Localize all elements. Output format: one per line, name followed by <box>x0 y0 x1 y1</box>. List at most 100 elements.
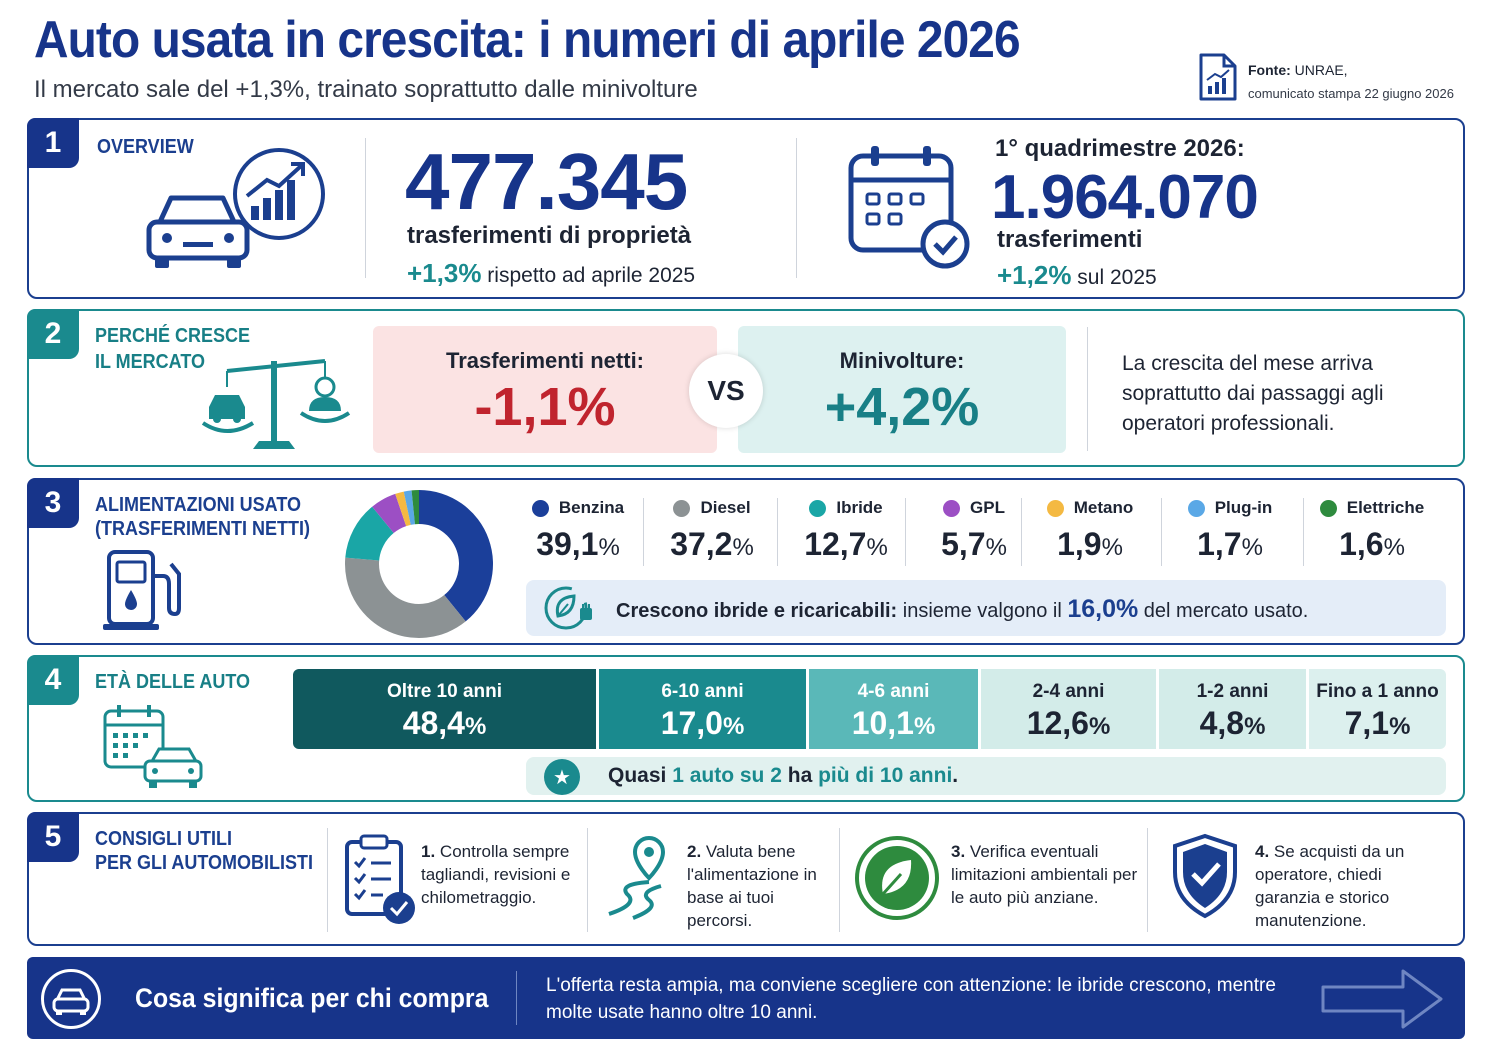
hybrid-note-value: 16,0% <box>1067 595 1139 623</box>
legend-dot <box>1319 499 1337 517</box>
fuel-name: Metano <box>1073 498 1134 517</box>
car-circle-icon <box>41 969 101 1029</box>
page-title: Auto usata in crescita: i numeri di apri… <box>34 11 1021 69</box>
quarter-delta: +1,2% <box>997 260 1072 290</box>
tip-4: 4. Se acquisti da un operatore, chiedi g… <box>1255 842 1405 930</box>
footer-text: L'offerta resta ampia, ma conviene scegl… <box>546 975 1276 1023</box>
age-segment-unit: % <box>1088 713 1111 740</box>
age-segment-value: 48,4 <box>402 705 465 741</box>
monthly-transfers-label: trasferimenti di proprietà <box>407 222 692 249</box>
minivolture-value: +4,2% <box>824 377 980 437</box>
age-segment: 6-10 anni 17,0% <box>599 669 806 749</box>
vs-badge: VS <box>689 354 763 428</box>
fuel-value: 37,2 <box>670 526 733 562</box>
section-number: 2 <box>27 309 79 359</box>
age-note-hl2: più di 10 anni <box>818 764 953 787</box>
quarter-delta-text: sul 2025 <box>1077 266 1157 289</box>
overview-panel: 1 OVERVIEW 477.345 trasferimenti di prop… <box>27 118 1465 299</box>
fuel-name: Benzina <box>558 498 625 517</box>
footer-title: Cosa significa per chi compra <box>135 983 489 1013</box>
fuel-name: Plug-in <box>1214 498 1273 517</box>
fuel-title-line2: (TRASFERIMENTI NETTI) <box>95 518 310 540</box>
fuel-name: GPL <box>970 498 1005 517</box>
age-note-post: . <box>952 764 959 787</box>
fuel-name: Ibride <box>836 498 883 517</box>
age-segment-value: 12,6 <box>1026 705 1089 741</box>
age-segment: 4-6 anni 10,1% <box>809 669 978 749</box>
route-pin-icon <box>608 835 666 920</box>
growth-title-line2: IL MERCATO <box>95 351 206 373</box>
fuel-item-metano: Metano 1,9% <box>1025 498 1155 563</box>
quarter-title: 1° quadrimestre 2026: <box>995 135 1245 162</box>
legend-dot <box>1187 499 1205 517</box>
leaf-plug-icon <box>544 586 592 630</box>
balance-scale-icon <box>201 359 351 449</box>
checklist-icon <box>345 834 415 924</box>
age-note-pre: Quasi <box>608 764 667 787</box>
donut-slice-plug-in <box>403 490 415 525</box>
net-transfers-value: -1,1% <box>474 377 616 437</box>
age-note: ★ Quasi 1 auto su 2 ha più di 10 anni. <box>526 757 1446 795</box>
tips-title-line1: CONSIGLI UTILI <box>95 828 232 850</box>
fuel-unit: % <box>1101 534 1123 561</box>
growth-panel: 2 PERCHÉ CRESCE IL MERCATO Trasferimenti… <box>27 309 1465 467</box>
age-segment-unit: % <box>722 713 745 740</box>
car-growth-icon <box>146 148 325 268</box>
arrow-right-icon <box>1321 969 1443 1029</box>
fuel-value: 12,7 <box>804 526 867 562</box>
section-number: 4 <box>27 655 79 705</box>
hybrid-note-post: del mercato usato. <box>1143 600 1309 622</box>
age-segment-unit: % <box>464 713 487 740</box>
age-segment-unit: % <box>1389 713 1411 740</box>
age-segment-value: 4,8 <box>1199 705 1245 741</box>
age-panel: 4 ETÀ DELLE AUTO Oltre 10 anni 48,4% 6-10 … <box>27 655 1465 802</box>
legend-dot <box>809 499 827 517</box>
source-detail: comunicato stampa 22 giugno 2026 <box>1248 86 1454 101</box>
age-segment-label: 2-4 anni <box>1032 681 1105 702</box>
page-subtitle: Il mercato sale del +1,3%, trainato sopr… <box>34 76 698 103</box>
fuel-unit: % <box>985 534 1007 561</box>
fuel-item-ibride: Ibride 12,7% <box>781 498 911 563</box>
age-note-mid: ha <box>787 764 813 787</box>
fuel-value: 1,6 <box>1339 526 1384 562</box>
fuel-item-elettriche: Elettriche 1,6% <box>1307 498 1437 563</box>
tips-title-line2: PER GLI AUTOMOBILISTI <box>95 852 314 874</box>
age-note-hl1: 1 auto su 2 <box>672 764 782 787</box>
age-segment: 2-4 anni 12,6% <box>981 669 1156 749</box>
fuel-name: Elettriche <box>1346 498 1425 517</box>
growth-explanation: La crescita del mese arriva soprattutto … <box>1122 352 1384 435</box>
overview-title: OVERVIEW <box>97 136 194 158</box>
tip-2: 2. Valuta bene l'alimentazione in base a… <box>687 842 817 930</box>
legend-dot <box>531 499 549 517</box>
monthly-delta: +1,3% <box>407 258 482 288</box>
legend-dot <box>943 499 961 517</box>
age-segment-unit: % <box>913 713 936 740</box>
monthly-delta-text: rispetto ad aprile 2025 <box>487 264 696 287</box>
donut-slice-ibride <box>345 506 394 561</box>
section-number: 5 <box>27 812 79 862</box>
fuel-value: 1,9 <box>1057 526 1102 562</box>
section-number: 3 <box>27 478 79 528</box>
age-segment: Oltre 10 anni 48,4% <box>293 669 596 749</box>
fuel-unit: % <box>1383 534 1405 561</box>
fuel-item-plug-in: Plug-in 1,7% <box>1165 498 1295 563</box>
fuel-value: 5,7 <box>941 526 986 562</box>
fuel-item-gpl: GPL 5,7% <box>909 498 1039 563</box>
age-segment: Fino a 1 anno 7,1% <box>1309 669 1446 749</box>
fuel-item-diesel: Diesel 37,2% <box>647 498 777 563</box>
age-title: ETÀ DELLE AUTO <box>95 671 251 693</box>
age-segment-value: 10,1 <box>851 705 914 741</box>
age-segment-label: Oltre 10 anni <box>386 681 503 702</box>
document-chart-icon <box>1199 53 1237 101</box>
source-block: Fonte: UNRAE, comunicato stampa 22 giugn… <box>1198 52 1478 104</box>
donut-slice-gpl <box>372 493 407 534</box>
monthly-transfers-value: 477.345 <box>405 137 688 226</box>
fuel-value: 39,1 <box>536 526 599 562</box>
hybrid-note-pre: insieme valgono il <box>902 600 1062 622</box>
tips-panel: 5 CONSIGLI UTILI PER GLI AUTOMOBILISTI 1… <box>27 812 1465 946</box>
age-segment-label: 1-2 anni <box>1196 681 1269 702</box>
net-transfers-label: Trasferimenti netti: <box>445 348 645 373</box>
growth-title-line1: PERCHÉ CRESCE <box>95 325 251 347</box>
age-segment-value: 7,1 <box>1344 705 1390 741</box>
legend-dot <box>673 499 691 517</box>
